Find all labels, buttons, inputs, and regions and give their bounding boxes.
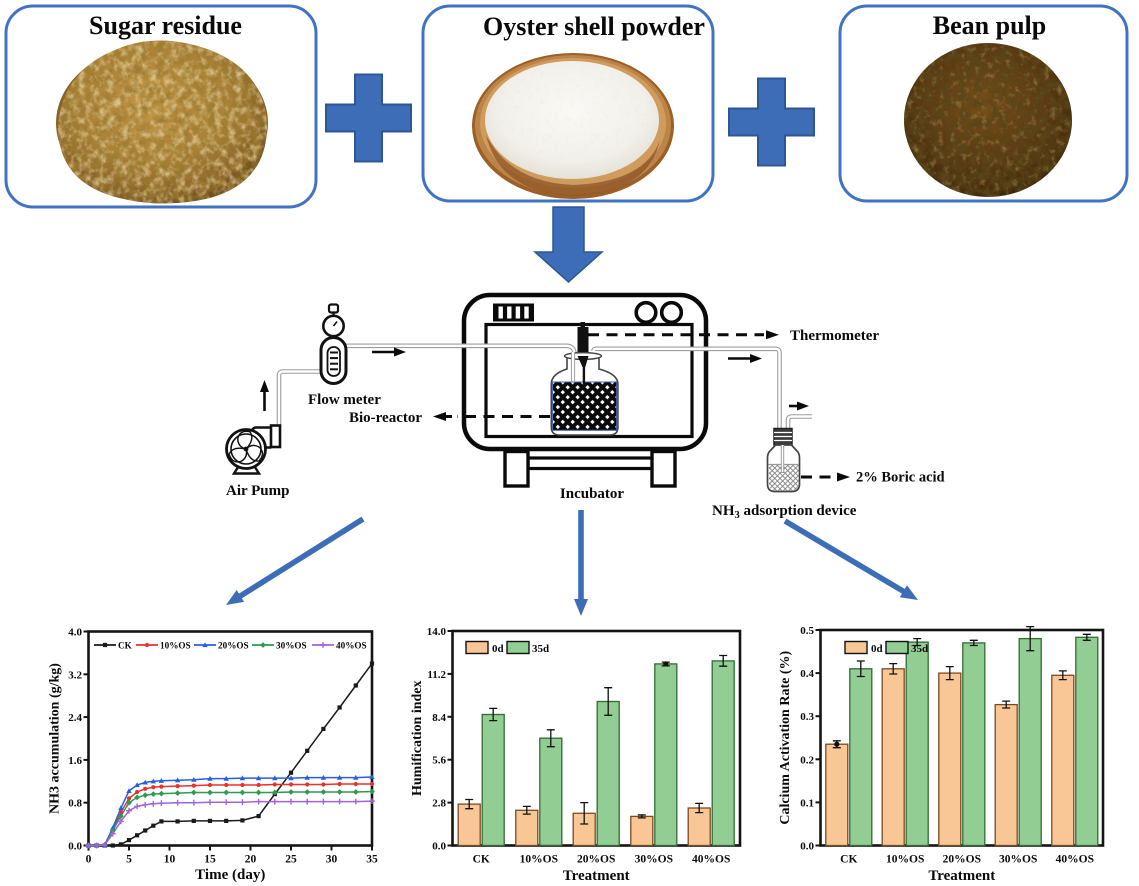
svg-text:0.4: 0.4 (800, 668, 814, 680)
svg-text:40%OS: 40%OS (336, 641, 367, 651)
svg-text:0.8: 0.8 (68, 798, 82, 810)
svg-text:3.2: 3.2 (68, 669, 82, 681)
svg-text:2% Boric acid: 2% Boric acid (856, 470, 945, 486)
svg-text:20%OS: 20%OS (218, 641, 249, 651)
svg-text:0: 0 (86, 854, 92, 866)
svg-text:Humification index: Humification index (410, 680, 425, 796)
svg-text:2.8: 2.8 (432, 798, 446, 810)
svg-text:Sugar residue: Sugar residue (89, 11, 242, 40)
svg-text:Treatment: Treatment (928, 868, 995, 884)
svg-text:0.2: 0.2 (800, 754, 814, 766)
svg-text:1.6: 1.6 (68, 755, 82, 767)
svg-text:0.0: 0.0 (68, 841, 82, 853)
svg-text:Air Pump: Air Pump (226, 483, 289, 499)
svg-text:0.1: 0.1 (800, 797, 814, 809)
svg-text:CK: CK (840, 854, 857, 866)
svg-text:20: 20 (245, 854, 257, 866)
svg-text:0d: 0d (492, 643, 504, 655)
svg-text:10%OS: 10%OS (520, 854, 558, 866)
svg-text:Time (day): Time (day) (195, 867, 265, 883)
svg-text:35: 35 (366, 854, 378, 866)
svg-text:Flow meter: Flow meter (308, 392, 381, 408)
svg-text:11.2: 11.2 (427, 669, 446, 681)
svg-text:0.5: 0.5 (800, 625, 814, 637)
svg-text:10: 10 (164, 854, 176, 866)
svg-text:0.0: 0.0 (800, 841, 814, 853)
svg-text:Calcium Activation Rate (%): Calcium Activation Rate (%) (778, 651, 793, 825)
svg-text:Bio-reactor: Bio-reactor (349, 410, 422, 426)
svg-text:25: 25 (285, 854, 297, 866)
svg-text:30%OS: 30%OS (635, 854, 673, 866)
svg-text:40%OS: 40%OS (1056, 854, 1094, 866)
svg-text:30: 30 (326, 854, 338, 866)
svg-text:14.0: 14.0 (427, 626, 447, 638)
svg-text:0d: 0d (871, 643, 883, 655)
svg-text:Treatment: Treatment (563, 868, 630, 884)
svg-text:CK: CK (118, 641, 133, 651)
svg-text:15: 15 (204, 854, 216, 866)
svg-text:Incubator: Incubator (560, 486, 625, 502)
svg-text:NH3 adsorption device: NH3 adsorption device (712, 503, 857, 521)
svg-text:8.4: 8.4 (432, 712, 446, 724)
svg-text:35d: 35d (911, 643, 928, 655)
svg-text:4.0: 4.0 (68, 627, 82, 639)
svg-text:10%OS: 10%OS (886, 854, 924, 866)
svg-text:2.4: 2.4 (68, 712, 82, 724)
svg-text:5.6: 5.6 (432, 755, 446, 767)
svg-text:5: 5 (126, 854, 132, 866)
svg-text:35d: 35d (532, 643, 549, 655)
svg-text:Thermometer: Thermometer (790, 328, 879, 344)
svg-text:10%OS: 10%OS (160, 641, 191, 651)
svg-text:30%OS: 30%OS (276, 641, 307, 651)
svg-text:20%OS: 20%OS (577, 854, 615, 866)
svg-text:20%OS: 20%OS (943, 854, 981, 866)
svg-text:0.3: 0.3 (800, 711, 814, 723)
svg-text:Oyster shell powder: Oyster shell powder (483, 12, 705, 41)
svg-text:0.0: 0.0 (432, 841, 446, 853)
svg-text:Bean pulp: Bean pulp (933, 11, 1046, 40)
svg-text:NH3 accumulation (g/kg): NH3 accumulation (g/kg) (48, 663, 63, 814)
svg-text:40%OS: 40%OS (692, 854, 730, 866)
svg-text:30%OS: 30%OS (999, 854, 1037, 866)
svg-text:CK: CK (473, 854, 490, 866)
